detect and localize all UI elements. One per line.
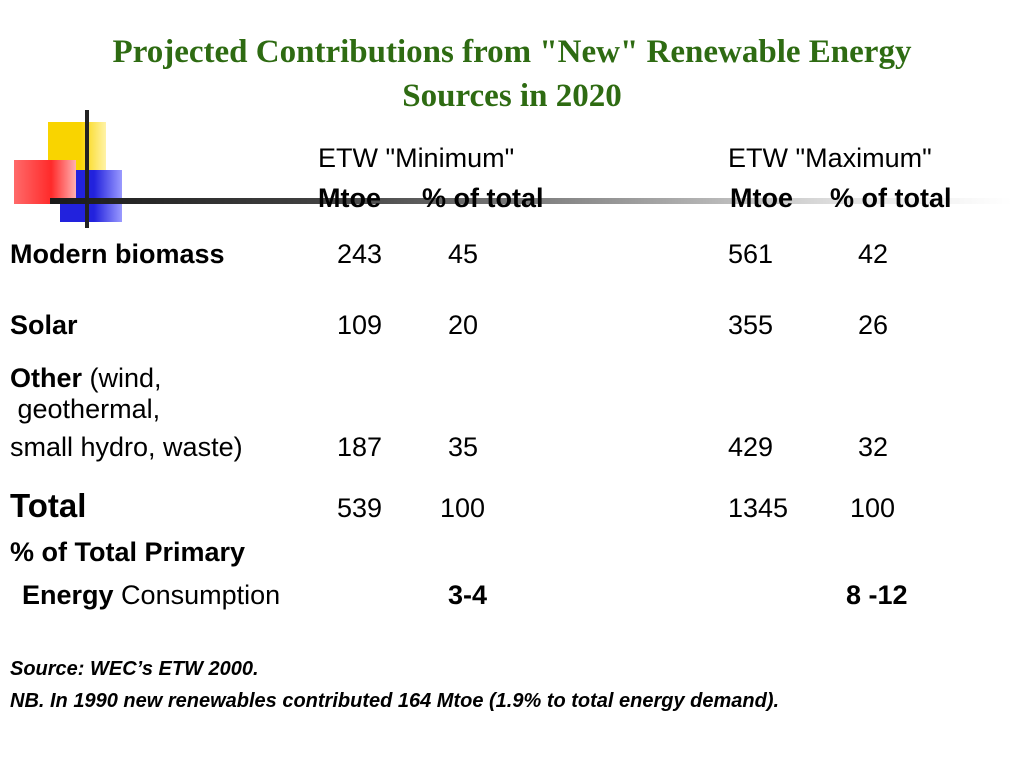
cell-primary-max: 8 -12 — [846, 580, 908, 610]
cell-biomass-max-mtoe: 561 — [728, 239, 774, 269]
nb-note: NB. In 1990 new renewables contributed 1… — [10, 690, 780, 712]
cell-biomass-max-pct: 42 — [858, 239, 889, 269]
horizontal-rule — [50, 198, 1012, 204]
row-label-other: Other (wind, — [10, 362, 162, 394]
row-label-other-bold: Other — [10, 363, 83, 393]
cell-total-max-mtoe: 1345 — [728, 493, 789, 523]
cell-other-min-pct: 35 — [448, 432, 479, 462]
red-square — [14, 160, 76, 204]
row-label-biomass: Modern biomass — [10, 239, 225, 269]
row-label-total: Total — [10, 487, 87, 524]
cell-solar-min-mtoe: 109 — [337, 310, 383, 340]
cell-primary-min: 3-4 — [448, 580, 488, 610]
cell-other-max-pct: 32 — [858, 432, 889, 462]
header-max-pct: % of total — [830, 183, 952, 213]
cell-other-max-mtoe: 429 — [728, 432, 774, 462]
row-label-primary-rest: Consumption — [113, 580, 281, 610]
vertical-rule — [85, 110, 89, 228]
slide-title: Projected Contributions from "New" Renew… — [0, 30, 1024, 118]
row-label-other-line3: small hydro, waste) — [10, 432, 243, 462]
cell-biomass-min-pct: 45 — [448, 239, 479, 269]
row-label-primary-line2: Energy Consumption — [22, 579, 280, 611]
row-label-other-rest: (wind, — [82, 363, 162, 393]
cell-solar-max-pct: 26 — [858, 310, 889, 340]
row-label-primary-bold: Energy — [22, 580, 114, 610]
cell-solar-max-mtoe: 355 — [728, 310, 774, 340]
row-label-primary-line1: % of Total Primary — [10, 537, 246, 567]
cell-other-min-mtoe: 187 — [337, 432, 383, 462]
row-label-solar: Solar — [10, 310, 78, 340]
cell-total-max-pct: 100 — [850, 493, 896, 523]
cell-total-min-mtoe: 539 — [337, 493, 383, 523]
cell-solar-min-pct: 20 — [448, 310, 479, 340]
header-min-mtoe: Mtoe — [318, 183, 381, 213]
row-label-other-line2: geothermal, — [10, 394, 161, 424]
slide-title-line1: Projected Contributions from "New" Renew… — [112, 34, 912, 70]
cell-biomass-min-mtoe: 243 — [337, 239, 383, 269]
header-min-pct: % of total — [422, 183, 544, 213]
header-max-mtoe: Mtoe — [730, 183, 793, 213]
slide-title-line2: Sources in 2020 — [402, 78, 622, 114]
header-max: ETW "Maximum" — [728, 143, 932, 173]
cell-total-min-pct: 100 — [440, 493, 486, 523]
header-min: ETW "Minimum" — [318, 143, 515, 173]
logo-squares-icon — [0, 110, 180, 230]
source-note: Source: WEC’s ETW 2000. — [10, 658, 259, 680]
